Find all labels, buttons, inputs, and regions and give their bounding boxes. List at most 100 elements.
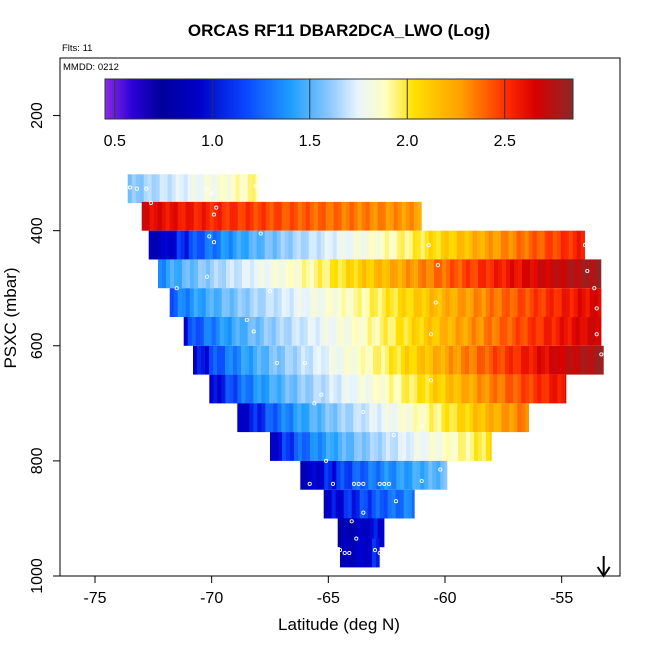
heatmap-cell bbox=[233, 345, 238, 375]
heatmap-cell bbox=[376, 460, 381, 490]
heatmap-cell bbox=[513, 403, 518, 433]
heatmap-cell bbox=[349, 403, 354, 433]
heatmap-cell bbox=[420, 460, 425, 490]
heatmap-cell bbox=[508, 230, 514, 260]
heatmap-cell bbox=[233, 288, 239, 317]
heatmap-cell bbox=[438, 432, 443, 461]
heatmap-cell bbox=[178, 259, 183, 289]
heatmap-cell bbox=[411, 317, 417, 346]
heatmap-cell bbox=[301, 403, 306, 433]
data-point bbox=[127, 185, 133, 190]
heatmap-cell bbox=[262, 259, 267, 289]
heatmap-cell bbox=[194, 259, 199, 289]
heatmap-cell bbox=[445, 345, 450, 375]
heatmap-cell bbox=[386, 432, 391, 461]
heatmap-cell bbox=[499, 317, 505, 346]
heatmap-cell bbox=[373, 374, 378, 404]
x-tick-label: -75 bbox=[83, 590, 106, 607]
heatmap-cell bbox=[574, 259, 579, 289]
heatmap-cell bbox=[503, 317, 509, 346]
heatmap-cell bbox=[180, 230, 186, 260]
heatmap-cell bbox=[356, 230, 362, 260]
heatmap-cell bbox=[215, 174, 221, 204]
heatmap-cell bbox=[473, 403, 478, 433]
heatmap-cell bbox=[293, 201, 299, 231]
heatmap-cell bbox=[411, 489, 415, 519]
heatmap-cell bbox=[428, 460, 433, 490]
heatmap-cell bbox=[394, 259, 399, 289]
heatmap-cell bbox=[593, 288, 599, 317]
heatmap-cell bbox=[269, 201, 275, 231]
data-point bbox=[214, 205, 219, 210]
data-point bbox=[435, 263, 441, 268]
heatmap-cell bbox=[243, 174, 249, 204]
data-point bbox=[594, 306, 599, 311]
heatmap-cell bbox=[337, 288, 343, 317]
heatmap-cell bbox=[409, 288, 415, 317]
heatmap-cell bbox=[438, 259, 443, 289]
heatmap-cell bbox=[339, 489, 345, 519]
heatmap-cell bbox=[337, 374, 342, 404]
heatmap-cell bbox=[265, 403, 270, 433]
heatmap-cell bbox=[453, 374, 458, 404]
heatmap-cell bbox=[361, 403, 366, 433]
heatmap-cell bbox=[355, 317, 361, 346]
heatmap-cell bbox=[289, 345, 294, 375]
heatmap-cell bbox=[384, 230, 390, 260]
heatmap-cell bbox=[440, 460, 445, 490]
heatmap-cell bbox=[557, 374, 562, 404]
heatmap-cell bbox=[274, 432, 279, 461]
heatmap-cell bbox=[167, 174, 173, 204]
heatmap-cell bbox=[326, 259, 331, 289]
heatmap-cell bbox=[285, 288, 291, 317]
heatmap-cell bbox=[253, 374, 258, 404]
heatmap-cell bbox=[365, 288, 371, 317]
heatmap-cell bbox=[220, 230, 226, 260]
heatmap-cell bbox=[192, 230, 198, 260]
heatmap-cell bbox=[591, 317, 597, 346]
heatmap-cell bbox=[208, 230, 214, 260]
heatmap-cell bbox=[417, 374, 422, 404]
heatmap-cell bbox=[189, 288, 195, 317]
heatmap-cell bbox=[365, 345, 370, 375]
heatmap-cell bbox=[344, 460, 349, 490]
heatmap-cell bbox=[288, 230, 294, 260]
heatmap-cell bbox=[357, 374, 362, 404]
heatmap-cell bbox=[572, 230, 578, 260]
data-point bbox=[377, 481, 382, 486]
heatmap-cell bbox=[447, 317, 453, 346]
heatmap-cell bbox=[321, 374, 326, 404]
heatmap-cell bbox=[381, 288, 387, 317]
heatmap-cell bbox=[341, 374, 346, 404]
data-point bbox=[253, 183, 259, 188]
heatmap-cell bbox=[476, 230, 482, 260]
heatmap-cell bbox=[186, 259, 191, 289]
heatmap-cell bbox=[381, 374, 386, 404]
heatmap-cell bbox=[489, 345, 494, 375]
heatmap-cell bbox=[404, 460, 409, 490]
heatmap-cell bbox=[207, 174, 213, 204]
heatmap-cell bbox=[442, 259, 447, 289]
heatmap-cell bbox=[267, 317, 273, 346]
heatmap-cell bbox=[425, 374, 430, 404]
heatmap-cell bbox=[435, 317, 441, 346]
heatmap-cell bbox=[302, 259, 307, 289]
heatmap-cell bbox=[203, 317, 209, 346]
heatmap-cell bbox=[263, 317, 269, 346]
heatmap-cell bbox=[441, 345, 446, 375]
heatmap-cell bbox=[450, 259, 455, 289]
heatmap-cell bbox=[356, 460, 361, 490]
heatmap-cell bbox=[321, 345, 326, 375]
heatmap-cell bbox=[545, 345, 550, 375]
heatmap-cell bbox=[406, 432, 411, 461]
heatmap-cell bbox=[221, 345, 226, 375]
x-tick-label: -70 bbox=[200, 590, 223, 607]
heatmap-cell bbox=[279, 317, 285, 346]
heatmap-cell bbox=[494, 259, 499, 289]
heatmap-cell bbox=[323, 489, 329, 519]
heatmap-cell bbox=[343, 317, 349, 346]
heatmap-cell bbox=[471, 317, 477, 346]
heatmap-cell bbox=[398, 259, 403, 289]
heatmap-cell bbox=[550, 259, 555, 289]
heatmap-cell bbox=[265, 345, 270, 375]
